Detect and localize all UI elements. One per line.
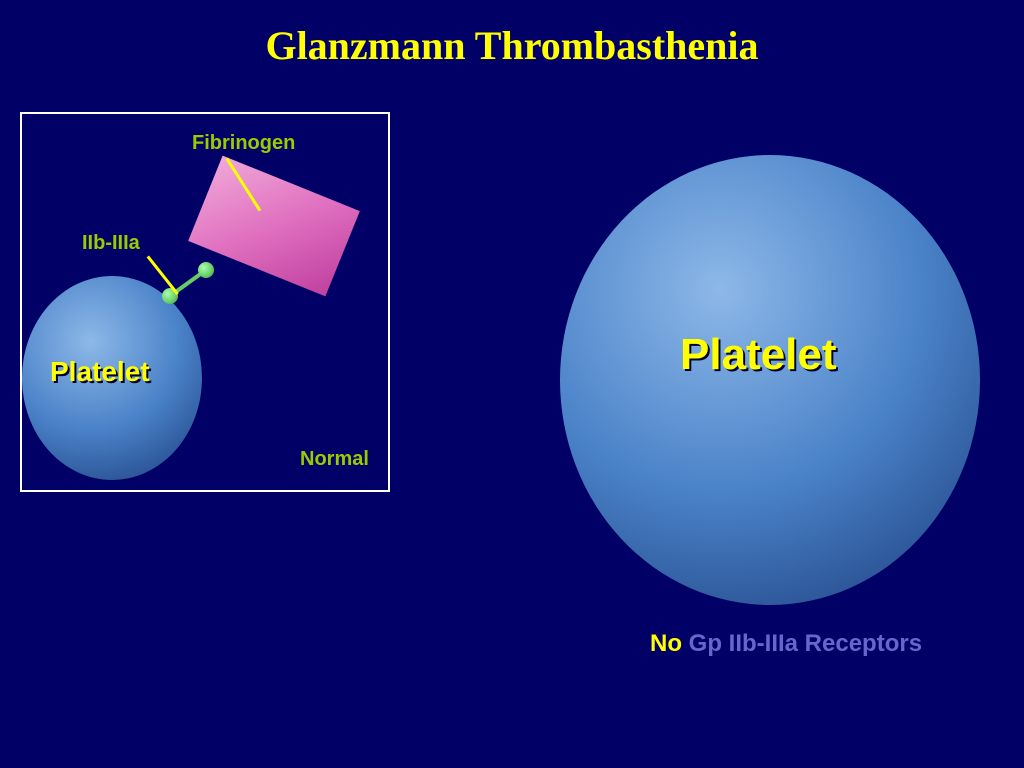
platelet-right-sphere: [560, 155, 980, 605]
caption: No Gp IIb-IIIa Receptors: [650, 630, 922, 658]
slide-title: Glanzmann Thrombasthenia: [0, 22, 1024, 69]
label-normal: Normal: [300, 448, 369, 471]
caption-rest: Gp IIb-IIIa Receptors: [682, 630, 922, 657]
caption-no: No: [650, 630, 682, 657]
label-platelet-right: Platelet: [680, 330, 837, 380]
label-platelet-left: Platelet: [50, 356, 150, 388]
label-fibrinogen: Fibrinogen: [192, 132, 295, 155]
receptor-dot-2: [198, 262, 214, 278]
label-iib-iiia: IIb-IIIa: [82, 232, 140, 255]
